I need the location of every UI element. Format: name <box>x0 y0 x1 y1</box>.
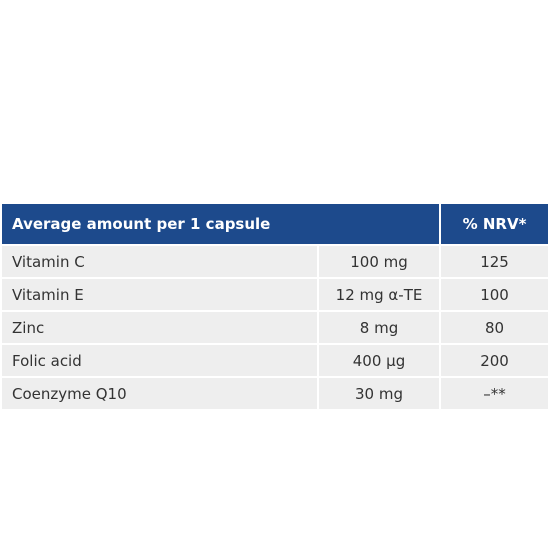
amount: 12 mg α-TE <box>316 277 442 312</box>
nutrient-name: Vitamin E <box>2 277 319 312</box>
amount: 30 mg <box>316 376 442 411</box>
table-body: Vitamin C 100 mg 125 Vitamin E 12 mg α-TE 100… <box>2 244 549 411</box>
header-cell: Average amount per 1 capsule <box>2 204 442 245</box>
nrv: 100 <box>439 277 549 312</box>
nrv: 200 <box>439 343 549 378</box>
table-row: Folic acid 400 µg 200 <box>2 343 549 378</box>
nrv: 80 <box>439 310 549 345</box>
nutrient-name: Folic acid <box>2 343 319 378</box>
amount: 8 mg <box>316 310 442 345</box>
nutrient-name: Coenzyme Q10 <box>2 376 319 411</box>
table-row: Zinc 8 mg 80 <box>2 310 549 345</box>
nutrient-name: Vitamin C <box>2 244 319 279</box>
nrv: 125 <box>439 244 549 279</box>
nrv: –** <box>439 376 549 411</box>
table-row: Vitamin C 100 mg 125 <box>2 244 549 279</box>
amount: 400 µg <box>316 343 442 378</box>
table-row: Vitamin E 12 mg α-TE 100 <box>2 277 549 312</box>
table-row: Coenzyme Q10 30 mg –** <box>2 376 549 411</box>
nutrient-name: Zinc <box>2 310 319 345</box>
header-cell: % NRV* <box>440 204 549 245</box>
nutrition-table: Average amount per 1 capsule % NRV* Vita… <box>2 204 549 411</box>
header-row: Average amount per 1 capsule % NRV* <box>2 204 549 245</box>
amount: 100 mg <box>316 244 442 279</box>
